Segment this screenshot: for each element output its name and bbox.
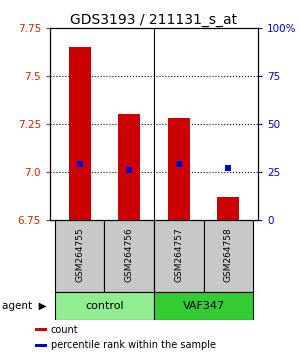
Bar: [35, 328, 47, 331]
Bar: [55, 292, 154, 320]
Bar: [154, 220, 203, 292]
Text: GSM264758: GSM264758: [224, 227, 233, 282]
Bar: [69, 47, 91, 220]
Bar: [154, 292, 253, 320]
Title: GDS3193 / 211131_s_at: GDS3193 / 211131_s_at: [70, 13, 238, 27]
Bar: [35, 344, 47, 347]
Text: control: control: [85, 301, 124, 311]
Bar: [55, 220, 104, 292]
Bar: [203, 220, 253, 292]
Text: GSM264755: GSM264755: [75, 227, 84, 282]
Bar: [168, 118, 190, 220]
Text: percentile rank within the sample: percentile rank within the sample: [51, 341, 216, 350]
Text: GSM264756: GSM264756: [125, 227, 134, 282]
Text: agent  ▶: agent ▶: [2, 301, 47, 311]
Bar: [217, 197, 239, 220]
Text: count: count: [51, 325, 78, 335]
Text: GSM264757: GSM264757: [174, 227, 183, 282]
Text: VAF347: VAF347: [182, 301, 225, 311]
Bar: [104, 220, 154, 292]
Bar: [118, 114, 140, 220]
